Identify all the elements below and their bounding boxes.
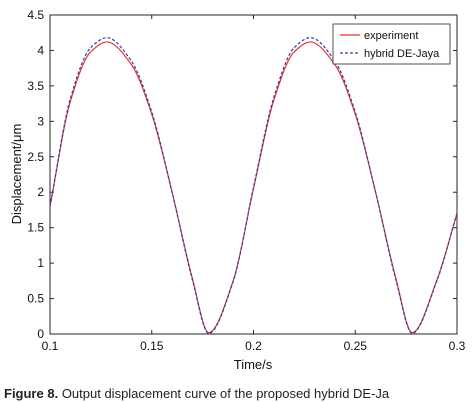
y-tick-label: 1	[37, 256, 44, 270]
figure-caption: Figure 8. Output displacement curve of t…	[4, 386, 474, 402]
x-tick-label: 0.1	[42, 339, 59, 353]
x-tick-label: 0.15	[140, 339, 164, 353]
x-tick-label: 0.25	[344, 339, 368, 353]
legend-box	[332, 23, 451, 65]
x-ticks: 0.1 0.15 0.2 0.25 0.3	[42, 15, 466, 353]
y-tick-label: 3	[37, 114, 44, 128]
legend-label-experiment: experiment	[364, 30, 418, 42]
y-axis-label: Displacement/μm	[9, 124, 24, 225]
y-tick-label: 3.5	[27, 79, 44, 93]
y-tick-label: 4.5	[27, 8, 44, 22]
y-tick-label: 2.5	[27, 150, 44, 164]
caption-label: Figure 8.	[4, 386, 59, 401]
x-axis-label: Time/s	[234, 357, 273, 372]
x-tick-label: 0.3	[449, 339, 466, 353]
y-tick-label: 2	[37, 185, 44, 199]
y-ticks: 0 0.5 1 1.5 2 2.5 3 3.5 4 4.5	[27, 8, 457, 341]
legend: experiment hybrid DE-Jaya	[332, 23, 451, 65]
legend-label-hybrid-de-jaya: hybrid DE-Jaya	[364, 48, 440, 60]
chart: 0.1 0.15 0.2 0.25 0.3 0 0.5 1 1.5 2 2.5 3 3.5 4 4.5 T…	[9, 8, 466, 372]
y-tick-label: 4	[37, 43, 44, 57]
caption-text: Output displacement curve of the propose…	[61, 386, 390, 401]
series-layer	[49, 37, 458, 334]
x-tick-label: 0.2	[245, 339, 262, 353]
y-tick-label: 1.5	[27, 221, 44, 235]
plot-area	[49, 14, 458, 335]
y-tick-label: 0	[37, 327, 44, 341]
y-tick-label: 0.5	[27, 292, 44, 306]
series-line-hybrid-de-jaya	[49, 37, 458, 334]
